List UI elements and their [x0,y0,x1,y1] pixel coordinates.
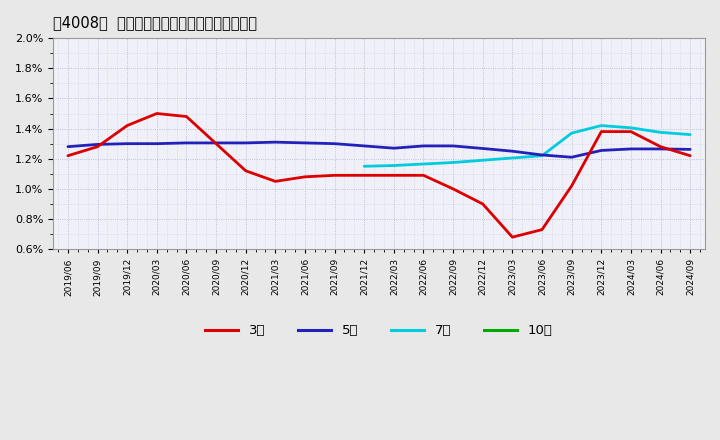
Text: ［4008］  経常利益マージンの標準偏差の推移: ［4008］ 経常利益マージンの標準偏差の推移 [53,15,257,30]
Legend: 3年, 5年, 7年, 10年: 3年, 5年, 7年, 10年 [200,319,558,343]
